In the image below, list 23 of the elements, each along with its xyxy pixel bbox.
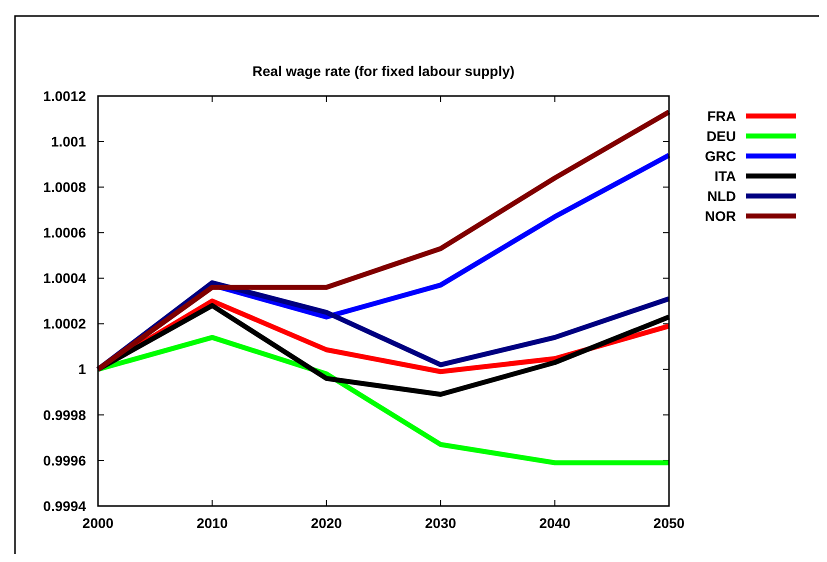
y-tick-label: 1.0002 xyxy=(43,316,86,332)
x-tick-label: 2040 xyxy=(539,515,571,531)
legend-label: GRC xyxy=(704,148,736,164)
y-tick-label: 0.9994 xyxy=(43,498,86,514)
x-tick-label: 2030 xyxy=(425,515,456,531)
chart-title: Real wage rate (for fixed labour supply) xyxy=(252,63,515,79)
y-tick-label: 0.9998 xyxy=(43,406,86,423)
y-tick-label: 1.0008 xyxy=(43,179,86,196)
legend-label: DEU xyxy=(706,128,736,144)
legend-label: NLD xyxy=(707,188,736,204)
y-tick-label: 1.0006 xyxy=(43,224,86,241)
x-tick-label: 2050 xyxy=(653,515,685,531)
y-tick-label: 1.0004 xyxy=(43,270,86,286)
x-tick-label: 2020 xyxy=(310,515,342,531)
y-tick-label: 1.0012 xyxy=(43,88,86,104)
legend-label: NOR xyxy=(704,208,736,224)
y-tick-label: 0.9996 xyxy=(43,452,86,468)
y-tick-label: 1.001 xyxy=(50,133,86,150)
x-tick-label: 2010 xyxy=(196,515,228,531)
x-tick-label: 2000 xyxy=(82,515,114,531)
legend-label: ITA xyxy=(714,168,736,184)
y-tick-label: 1 xyxy=(78,361,86,378)
legend-label: FRA xyxy=(707,108,736,124)
